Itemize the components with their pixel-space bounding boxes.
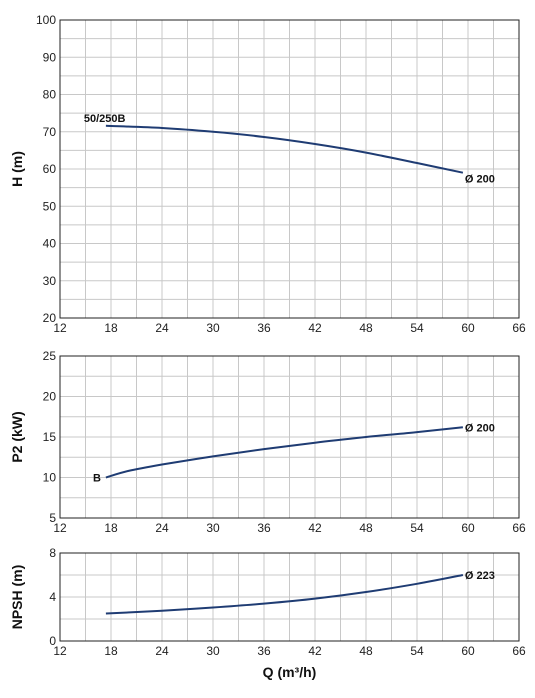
curve-annotation: B <box>93 473 101 485</box>
curve-annotation: 50/250B <box>84 113 126 125</box>
series-line <box>105 124 464 174</box>
y-tick-label: 90 <box>43 50 57 64</box>
y-tick-label: 80 <box>43 88 57 102</box>
x-tick-label: 36 <box>257 321 271 335</box>
y-tick-label: 40 <box>43 237 57 251</box>
x-tick-label: 42 <box>308 321 322 335</box>
y-tick-label: 20 <box>43 311 57 325</box>
y-tick-label: 60 <box>43 162 57 176</box>
curve-annotation: Ø 200 <box>465 422 495 434</box>
x-tick-label: 30 <box>206 321 220 335</box>
x-tick-label: 42 <box>308 521 322 535</box>
x-tick-label: 18 <box>104 644 118 658</box>
y-tick-label: 30 <box>43 274 57 288</box>
x-tick-label: 54 <box>410 521 424 535</box>
x-tick-label: 12 <box>53 521 67 535</box>
x-tick-label: 24 <box>155 644 169 658</box>
y-tick-label: 0 <box>49 634 56 648</box>
x-tick-label: 48 <box>359 644 373 658</box>
x-tick-label: 18 <box>104 321 118 335</box>
y-axis-label: H (m) <box>9 151 25 187</box>
y-tick-label: 10 <box>43 471 57 485</box>
x-tick-label: 54 <box>410 644 424 658</box>
y-tick-label: 5 <box>49 511 56 525</box>
x-axis-label: Q (m³/h) <box>263 664 317 680</box>
x-tick-label: 12 <box>53 644 67 658</box>
x-tick-label: 60 <box>461 644 475 658</box>
x-tick-label: 42 <box>308 644 322 658</box>
series-line <box>105 426 464 479</box>
x-tick-label: 66 <box>512 321 526 335</box>
y-axis-label: NPSH (m) <box>9 565 25 630</box>
y-tick-label: 70 <box>43 125 57 139</box>
x-tick-label: 66 <box>512 521 526 535</box>
x-tick-label: 30 <box>206 644 220 658</box>
curve-annotation: Ø 200 <box>465 174 495 186</box>
x-tick-label: 66 <box>512 644 526 658</box>
x-tick-label: 12 <box>53 321 67 335</box>
x-tick-label: 36 <box>257 521 271 535</box>
plot-frame <box>59 19 520 319</box>
y-axis-label: P2 (kW) <box>9 411 25 462</box>
x-tick-label: 24 <box>155 521 169 535</box>
y-tick-label: 25 <box>43 349 57 363</box>
x-tick-label: 30 <box>206 521 220 535</box>
x-tick-label: 54 <box>410 321 424 335</box>
x-tick-label: 60 <box>461 321 475 335</box>
x-tick-label: 36 <box>257 644 271 658</box>
plot-frame <box>59 355 520 519</box>
y-tick-label: 50 <box>43 199 57 213</box>
curve-annotation: Ø 223 <box>465 570 495 582</box>
x-tick-label: 48 <box>359 321 373 335</box>
y-tick-label: 4 <box>49 590 56 604</box>
y-tick-label: 20 <box>43 390 57 404</box>
plot-frame <box>59 552 520 642</box>
x-tick-label: 48 <box>359 521 373 535</box>
y-tick-label: 100 <box>36 13 56 27</box>
x-tick-label: 60 <box>461 521 475 535</box>
x-tick-label: 24 <box>155 321 169 335</box>
x-tick-label: 18 <box>104 521 118 535</box>
y-tick-label: 8 <box>49 546 56 560</box>
y-tick-label: 15 <box>43 430 57 444</box>
series-line <box>105 574 464 615</box>
